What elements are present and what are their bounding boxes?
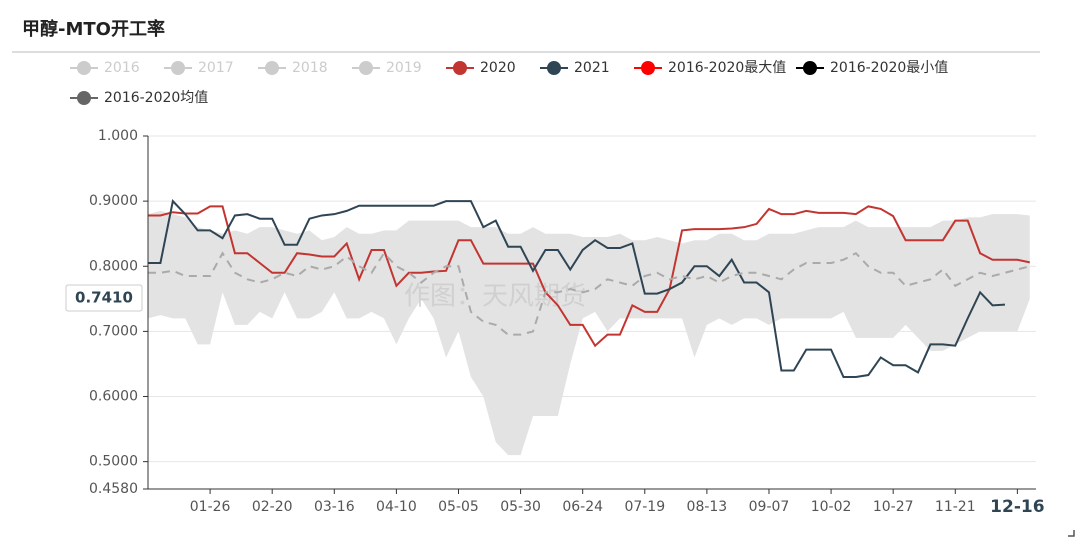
y-tick-label: 0.4580 bbox=[89, 481, 138, 497]
y-tick-label: 0.6000 bbox=[89, 389, 138, 405]
legend-label: 2019 bbox=[386, 60, 422, 76]
x-tick-label: 06-24 bbox=[562, 499, 603, 515]
y-tick-label: 0.5000 bbox=[89, 454, 138, 470]
legend-label: 2021 bbox=[574, 60, 610, 76]
range-band bbox=[148, 210, 1030, 456]
legend-dot bbox=[77, 91, 91, 105]
legend-dot bbox=[641, 61, 655, 75]
resize-corner bbox=[1068, 530, 1075, 537]
legend-dot bbox=[77, 61, 91, 75]
y-tick-label: 0.8000 bbox=[89, 258, 138, 274]
series-line bbox=[148, 251, 1031, 336]
x-tick-label: 02-20 bbox=[252, 499, 293, 515]
pointer-box bbox=[65, 284, 143, 312]
x-tick-label: 05-30 bbox=[500, 499, 541, 515]
x-tick-label: 11-21 bbox=[935, 499, 976, 515]
legend-label: 2016-2020均值 bbox=[104, 90, 208, 106]
legend-dot bbox=[171, 61, 185, 75]
x-tick-label: 10-27 bbox=[873, 499, 914, 515]
y-tick-label: 1.000 bbox=[98, 128, 138, 144]
x-tick-label: 09-07 bbox=[749, 499, 790, 515]
legend-label: 2016-2020最大值 bbox=[668, 60, 786, 76]
x-tick-label: 05-05 bbox=[438, 499, 479, 515]
pointer-label: 0.7410 bbox=[75, 289, 133, 307]
watermark: 作图：天风期货 bbox=[404, 282, 586, 312]
legend-label: 2017 bbox=[198, 60, 234, 76]
x-tick-label: 03-16 bbox=[314, 499, 355, 515]
x-tick-label: 10-02 bbox=[811, 499, 852, 515]
legend-label: 2020 bbox=[480, 60, 516, 76]
legend-label: 2016-2020最小值 bbox=[830, 60, 948, 76]
legend-dot bbox=[265, 61, 279, 75]
legend-dot bbox=[803, 61, 817, 75]
x-tick-label: 08-13 bbox=[687, 499, 728, 515]
legend-dot bbox=[547, 61, 561, 75]
legend-dot bbox=[453, 61, 467, 75]
series-line bbox=[148, 199, 1006, 378]
y-tick-label: 0.7000 bbox=[89, 323, 138, 339]
x-tick-label: 01-26 bbox=[190, 499, 231, 515]
x-tick-label: 07-19 bbox=[624, 499, 665, 515]
legend-dot bbox=[359, 61, 373, 75]
y-tick-label: 0.9000 bbox=[89, 193, 138, 209]
x-tick-label: 12-16 bbox=[990, 497, 1044, 517]
chart-title: 甲醇-MTO开工率 bbox=[22, 18, 165, 40]
series-line bbox=[148, 205, 1030, 348]
legend-label: 2016 bbox=[104, 60, 140, 76]
legend-label: 2018 bbox=[292, 60, 328, 76]
x-tick-label: 04-10 bbox=[376, 499, 417, 515]
